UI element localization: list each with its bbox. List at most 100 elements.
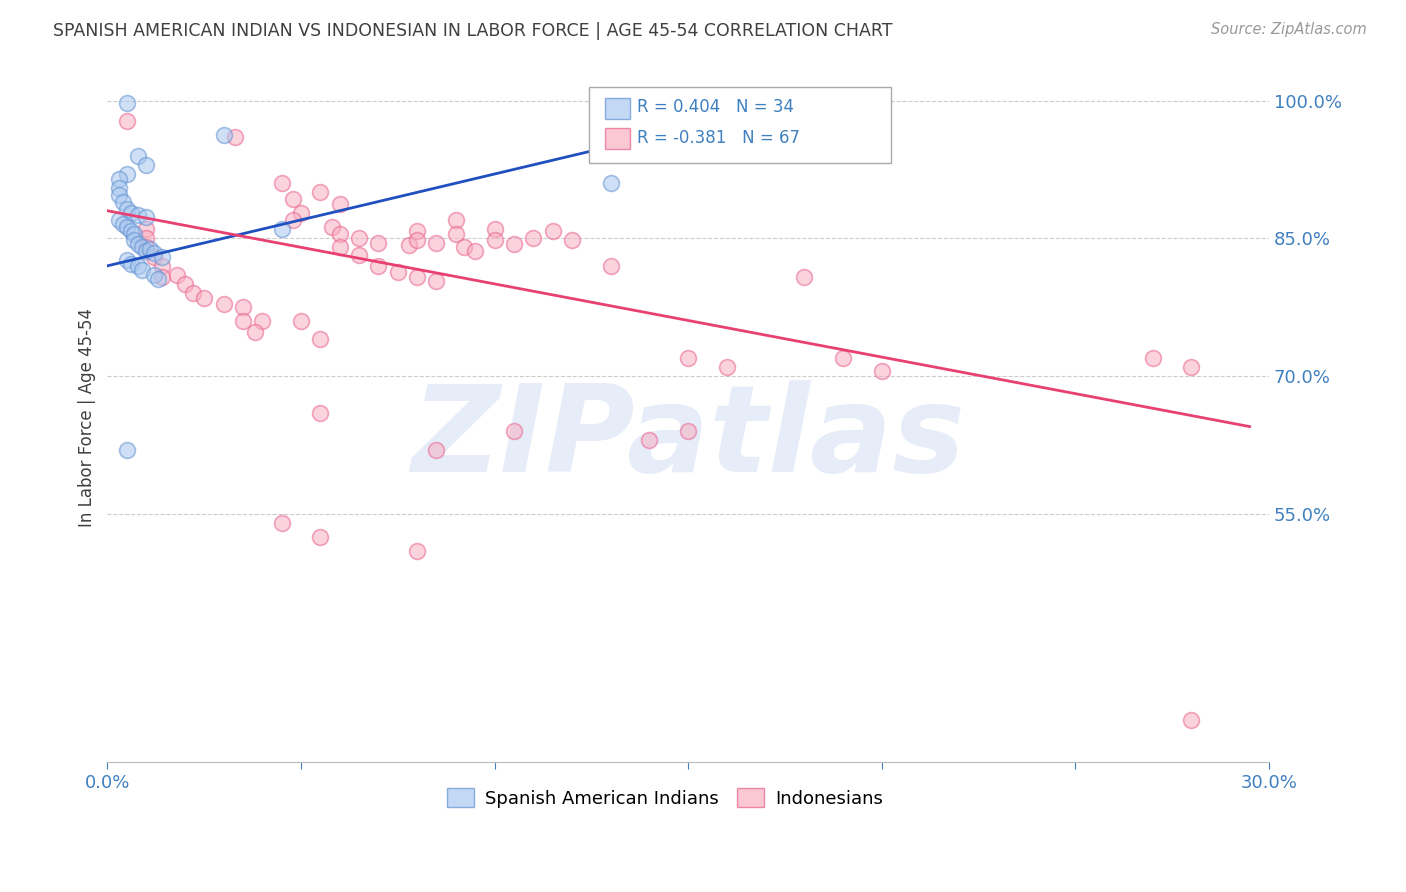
Point [115, 113, 138, 128]
Point [464, 244, 486, 259]
Text: R = 0.404   N = 34: R = 0.404 N = 34 [637, 98, 794, 117]
Point [115, 442, 138, 457]
Point [115, 167, 138, 181]
Point [309, 530, 332, 544]
Point [135, 210, 157, 224]
Bar [605, 98, 630, 120]
Point [503, 236, 526, 251]
Point [793, 269, 815, 284]
Point [135, 158, 157, 172]
Point [599, 259, 621, 273]
Point [309, 406, 332, 420]
Point [453, 240, 475, 254]
Point [120, 257, 142, 271]
Bar [605, 128, 630, 149]
Point [150, 250, 173, 264]
Point [173, 277, 195, 292]
Point [270, 222, 292, 236]
Point [290, 205, 312, 219]
Point [232, 300, 254, 314]
Point [676, 351, 699, 365]
Point [309, 332, 332, 346]
Point [124, 233, 146, 247]
Point [321, 220, 343, 235]
Point [425, 274, 447, 288]
Point [522, 231, 544, 245]
Point [212, 297, 235, 311]
Point [115, 253, 138, 268]
Point [676, 424, 699, 438]
Text: Source: ZipAtlas.com: Source: ZipAtlas.com [1211, 22, 1367, 37]
FancyBboxPatch shape [589, 87, 891, 162]
Point [367, 259, 389, 273]
Point [425, 235, 447, 250]
Point [329, 227, 352, 241]
Point [406, 269, 429, 284]
Point [870, 364, 893, 378]
Point [115, 202, 138, 216]
Text: ZIPatlas: ZIPatlas [411, 379, 965, 497]
Point [243, 325, 266, 339]
Point [135, 240, 157, 254]
Point [484, 222, 506, 236]
Point [398, 237, 420, 252]
Point [108, 188, 131, 202]
Point [347, 231, 370, 245]
Point [1180, 359, 1202, 374]
Point [120, 205, 142, 219]
Point [131, 262, 153, 277]
Point [599, 176, 621, 190]
Point [561, 233, 583, 247]
Point [181, 286, 204, 301]
Point [406, 233, 429, 247]
Point [716, 359, 738, 374]
Point [111, 217, 134, 231]
Y-axis label: In Labor Force | Age 45-54: In Labor Force | Age 45-54 [79, 308, 96, 527]
Point [283, 213, 305, 227]
Point [108, 181, 131, 195]
Point [541, 224, 564, 238]
Point [142, 250, 165, 264]
Point [638, 434, 661, 448]
Point [406, 224, 429, 238]
Point [444, 227, 467, 241]
Point [135, 222, 157, 236]
Point [387, 265, 409, 279]
Point [329, 240, 352, 254]
Point [146, 271, 169, 285]
Point [309, 186, 332, 200]
Point [212, 128, 235, 142]
Point [139, 242, 162, 256]
Point [1142, 351, 1164, 365]
Point [329, 197, 352, 211]
Point [124, 227, 146, 241]
Point [127, 208, 149, 222]
Point [120, 224, 142, 238]
Point [127, 148, 149, 162]
Point [108, 171, 131, 186]
Point [142, 268, 165, 282]
Point [425, 442, 447, 457]
Point [193, 291, 215, 305]
Point [127, 236, 149, 251]
Text: SPANISH AMERICAN INDIAN VS INDONESIAN IN LABOR FORCE | AGE 45-54 CORRELATION CHA: SPANISH AMERICAN INDIAN VS INDONESIAN IN… [53, 22, 893, 40]
Point [142, 246, 165, 260]
Point [127, 259, 149, 273]
Point [150, 259, 173, 273]
Point [224, 130, 246, 145]
Point [444, 213, 467, 227]
Point [232, 314, 254, 328]
Point [484, 233, 506, 247]
Point [290, 314, 312, 328]
Point [115, 96, 138, 111]
Point [270, 516, 292, 530]
Point [283, 192, 305, 206]
Point [367, 235, 389, 250]
Point [135, 231, 157, 245]
Legend: Spanish American Indians, Indonesians: Spanish American Indians, Indonesians [440, 780, 890, 814]
Point [166, 268, 188, 282]
Point [135, 244, 157, 259]
Point [252, 314, 274, 328]
Point [347, 248, 370, 262]
Point [131, 240, 153, 254]
